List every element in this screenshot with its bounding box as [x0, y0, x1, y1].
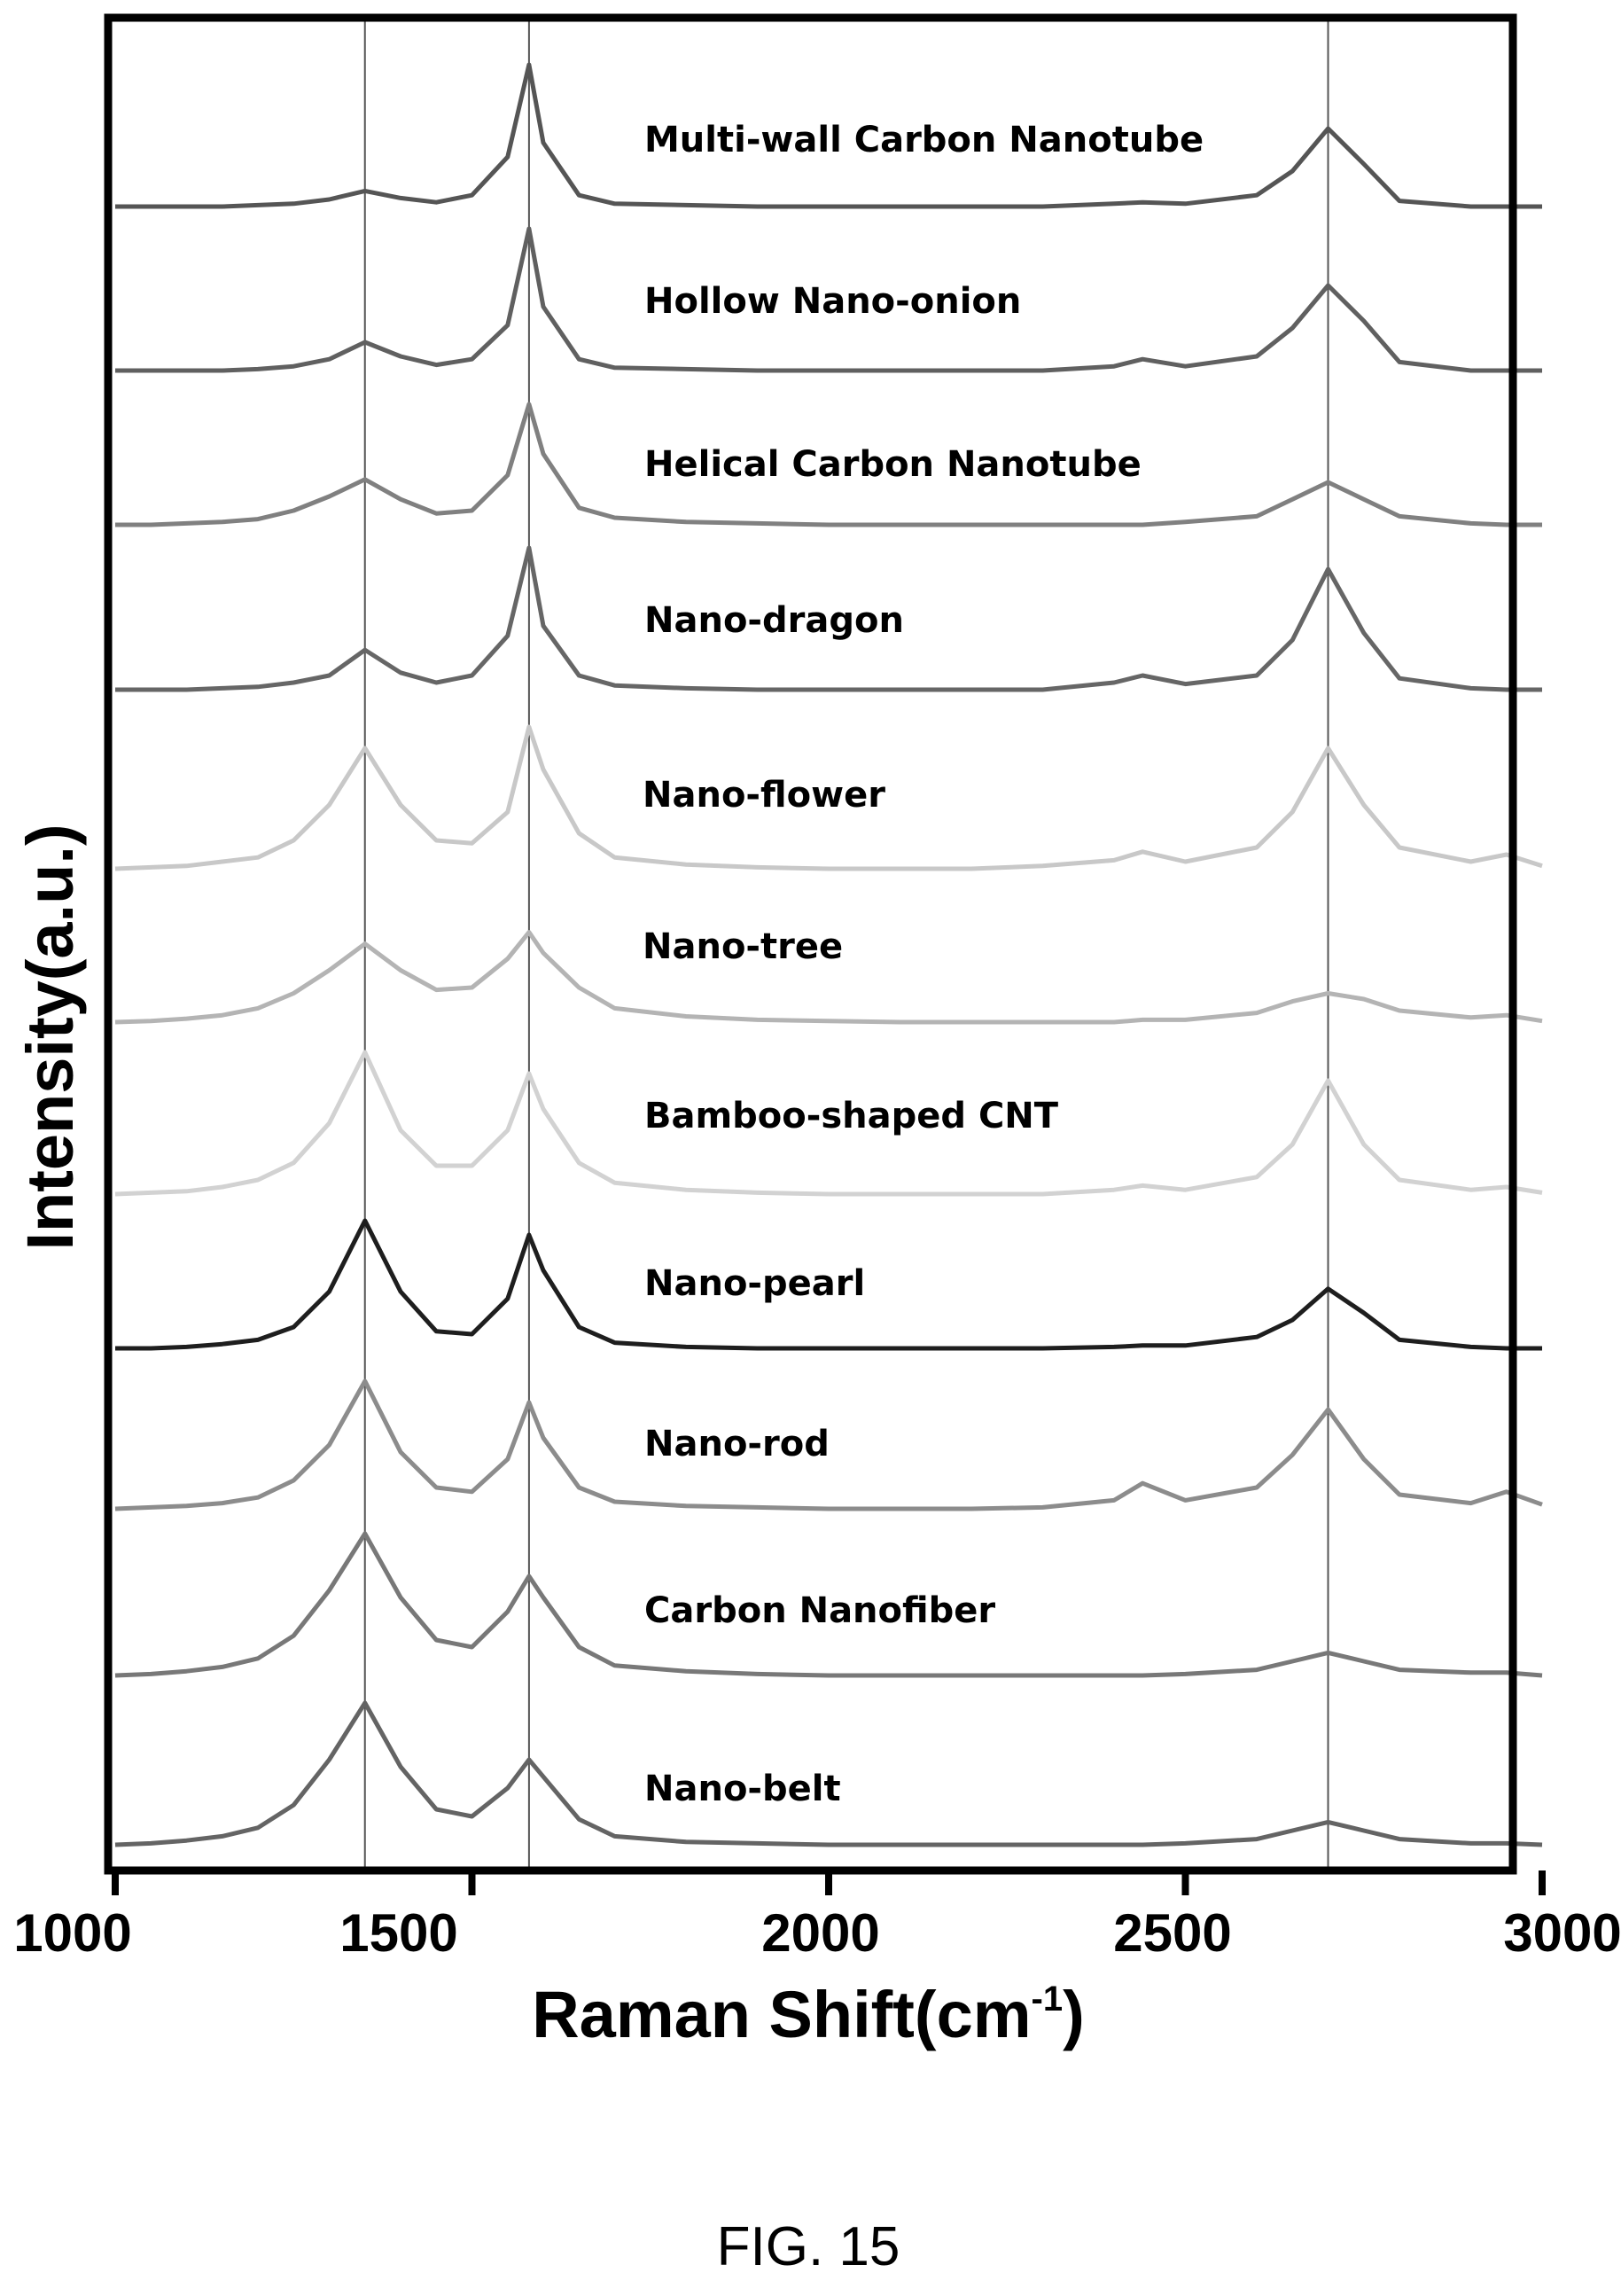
plot-frame — [104, 13, 1517, 1875]
series-line-10 — [114, 1531, 1543, 1678]
x-tick-label-1000: 1000 — [13, 1903, 131, 1963]
series-line-5 — [114, 724, 1543, 871]
series-label-9: Nano-rod — [644, 1424, 830, 1464]
series-label-7: Bamboo-shaped CNT — [644, 1096, 1059, 1136]
series-line-11 — [114, 1700, 1543, 1847]
series-label-10: Carbon Nanofiber — [644, 1590, 995, 1631]
series-label-8: Nano-pearl — [644, 1263, 865, 1304]
x-tick-label-2500: 2500 — [1113, 1903, 1231, 1963]
series-label-3: Helical Carbon Nanotube — [644, 444, 1142, 485]
series-line-1 — [115, 62, 1542, 209]
x-axis-title-superscript: -1 — [1032, 1980, 1064, 2019]
spectra-series — [114, 62, 1543, 1847]
x-tick-label-1500: 1500 — [339, 1903, 457, 1963]
x-tick-label-2000: 2000 — [761, 1903, 879, 1963]
x-axis-ticks — [112, 1870, 1546, 1895]
series-line-6 — [114, 930, 1543, 1025]
x-tick-label-3000: 3000 — [1503, 1903, 1621, 1963]
y-axis-title: Intensity(a.u.) — [13, 824, 87, 1250]
figure-caption: FIG. 15 — [717, 2216, 900, 2277]
series-line-3 — [115, 402, 1542, 527]
x-axis-tick-labels: 1000 1500 2000 2500 3000 — [13, 1903, 1621, 1963]
series-label-5: Nano-flower — [643, 775, 885, 816]
series-labels: Multi-wall Carbon Nanotube Hollow Nano-on… — [643, 120, 1204, 1809]
series-label-1: Multi-wall Carbon Nanotube — [644, 120, 1204, 160]
x-axis-title-close: ) — [1063, 1978, 1085, 2051]
series-line-2 — [115, 226, 1542, 373]
series-line-7 — [114, 1050, 1543, 1197]
series-label-11: Nano-belt — [644, 1769, 841, 1809]
series-label-2: Hollow Nano-onion — [644, 281, 1021, 322]
x-axis-title-main: Raman Shift(cm — [532, 1978, 1031, 2051]
series-label-4: Nano-dragon — [644, 600, 904, 641]
x-axis-title: Raman Shift(cm-1) — [532, 1978, 1085, 2051]
series-line-8 — [115, 1218, 1542, 1351]
series-line-4 — [115, 545, 1542, 692]
series-line-9 — [114, 1378, 1543, 1511]
series-label-6: Nano-tree — [643, 926, 843, 967]
